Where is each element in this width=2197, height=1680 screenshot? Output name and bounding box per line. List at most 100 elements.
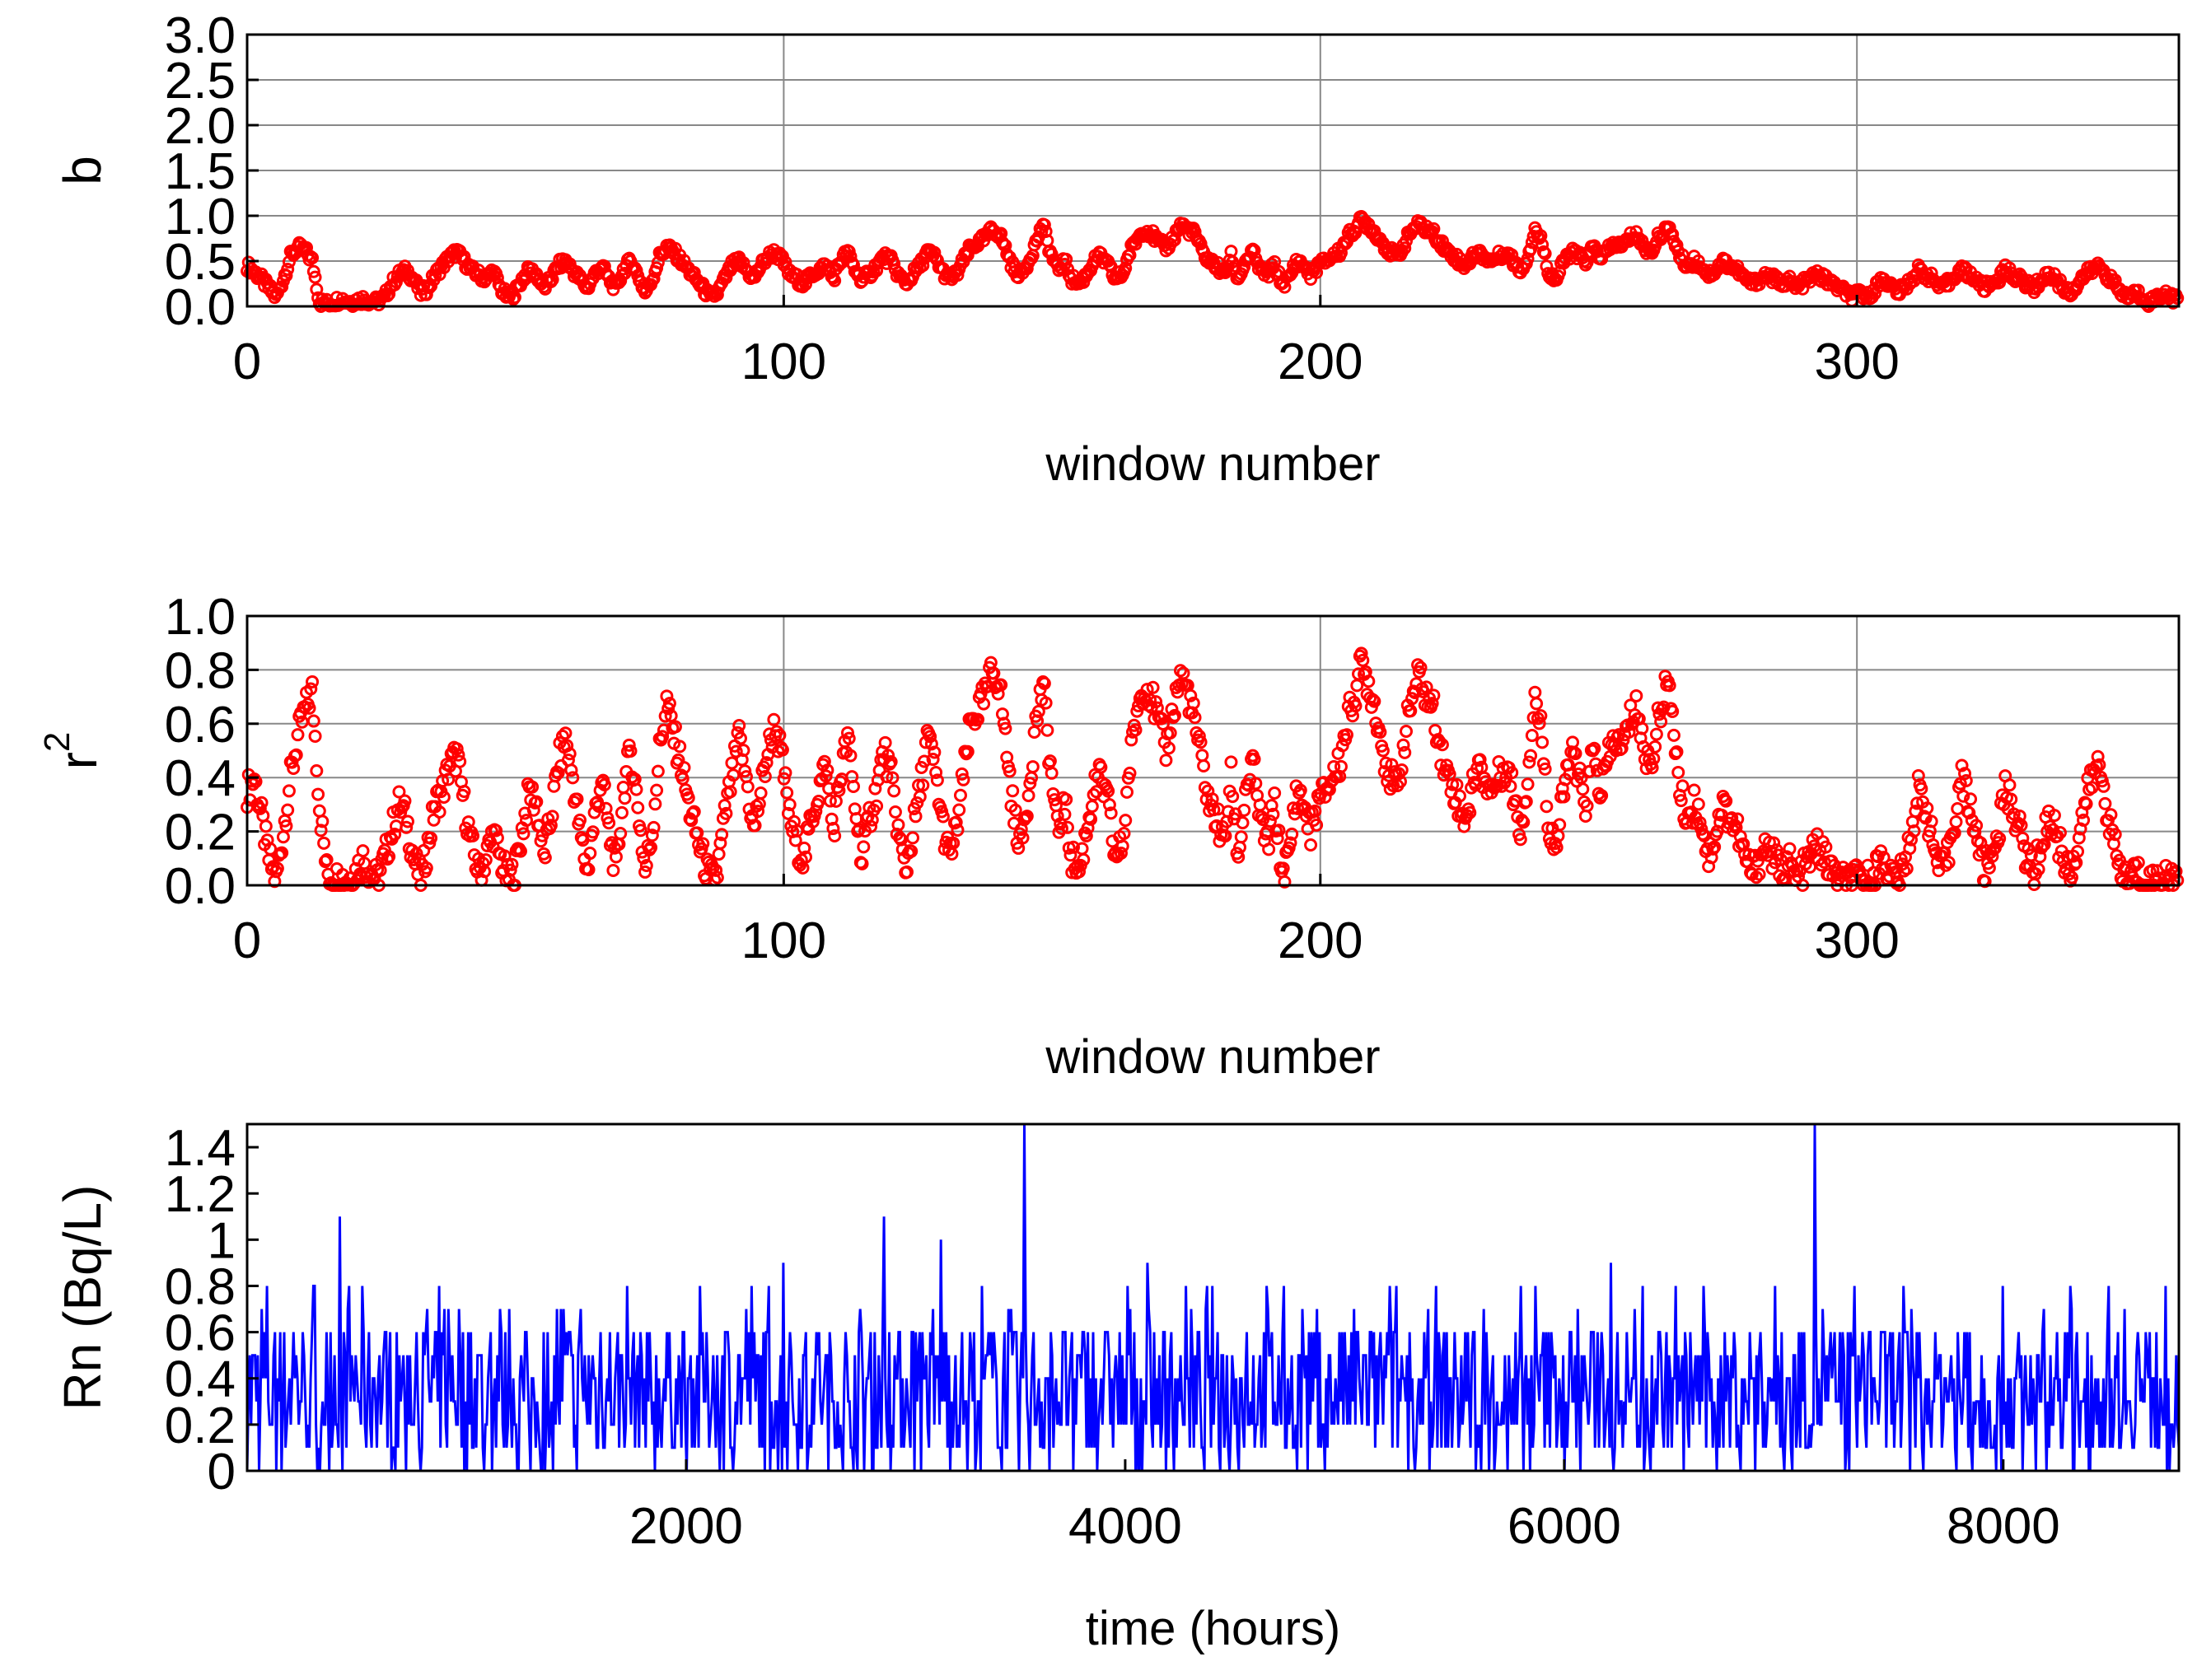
data-point [255,796,269,810]
data-point [1538,247,1552,261]
data-point [828,828,842,842]
data-point [953,788,967,802]
data-point [2096,779,2111,793]
data-point [1040,723,1054,737]
data-point [1404,704,1418,718]
panel-r2-y-axis-label-base: r [49,752,108,769]
data-point [311,787,325,801]
data-point [1629,688,1643,702]
y-tick-label: 1.0 [165,589,236,646]
data-point [687,805,701,819]
data-point [291,728,305,742]
data-point [317,836,331,850]
data-point [275,846,289,860]
y-tick-label: 3.0 [165,7,236,64]
data-point [900,865,914,879]
y-tick-label: 0.6 [165,1305,236,1362]
y-tick-label: 2.5 [165,53,236,110]
data-point [2053,826,2067,840]
panel-b-x-axis-label: window number [1045,437,1380,491]
data-point [1452,789,1466,803]
data-point [559,726,573,740]
panel-r2-y-ticks: 0.00.20.40.60.81.0 [165,589,259,915]
data-point [306,264,320,278]
data-point [832,783,846,797]
data-point [1236,816,1250,830]
data-point [1285,827,1299,841]
data-point [1094,760,1108,774]
data-point [1666,728,1680,742]
panel-r2-x-ticks: 0 100 200 300 [233,874,1900,969]
data-point [780,786,794,800]
data-point [566,771,580,785]
data-point [1104,806,1118,820]
data-point [690,826,704,840]
data-point [1268,786,1282,800]
data-point [2071,844,2085,858]
data-point [914,760,928,774]
data-point [1037,218,1051,232]
data-point [842,731,856,745]
data-point [1101,784,1115,798]
data-point [1373,726,1387,740]
data-point [1536,757,1550,771]
data-point [479,853,493,867]
data-point [1666,704,1680,718]
data-point [633,824,647,838]
y-tick-label: 0 [208,1444,236,1500]
data-point [754,786,768,800]
data-point [1503,779,1517,793]
data-point [382,850,396,864]
data-point [1525,729,1539,743]
data-point [1907,824,1921,838]
data-point [1524,749,1538,763]
data-point [777,772,791,786]
data-point [884,755,898,769]
data-point [1752,867,1766,881]
data-point [1146,680,1160,694]
data-point [582,862,596,876]
data-point [1165,702,1179,716]
panel-b-y-axis-label: b [53,156,112,185]
data-point [2043,819,2057,833]
data-point [614,827,628,841]
data-point [631,800,645,814]
data-point [2047,809,2061,823]
data-point [1414,660,1428,674]
panel-r2-chart: 0 100 200 300 0.00.20.40.60.81.0 window num… [37,589,2185,1084]
data-point [392,785,406,799]
data-point [2072,831,2086,845]
y-tick-label: 1.5 [165,143,236,200]
data-point [2131,283,2145,297]
data-point [466,828,480,842]
data-point [1349,699,1363,713]
data-point [1283,836,1297,850]
data-point [916,259,930,273]
data-point [304,682,318,696]
data-point [1352,667,1366,681]
data-point [1263,814,1277,828]
data-point [1671,765,1685,779]
data-point [1249,777,1263,791]
data-point [929,765,943,779]
data-point [424,831,438,845]
panel-r2-plot-frame [245,614,2181,887]
data-point [609,850,623,864]
data-point [1119,261,1133,275]
data-point [615,805,629,819]
data-point [545,810,559,824]
data-point [797,841,811,855]
data-point [1425,697,1439,711]
data-point [551,766,565,780]
data-point [951,823,965,837]
data-point [1266,807,1280,821]
data-point [2037,838,2051,852]
data-point [1276,861,1290,875]
data-point [1031,704,1045,718]
data-point [1003,764,1017,778]
data-point [1719,794,1733,808]
data-point [1629,225,1643,239]
data-point [955,767,969,781]
panel-b-x-ticks: 0 100 200 300 [233,295,1900,390]
y-tick-label: 2.0 [165,98,236,155]
